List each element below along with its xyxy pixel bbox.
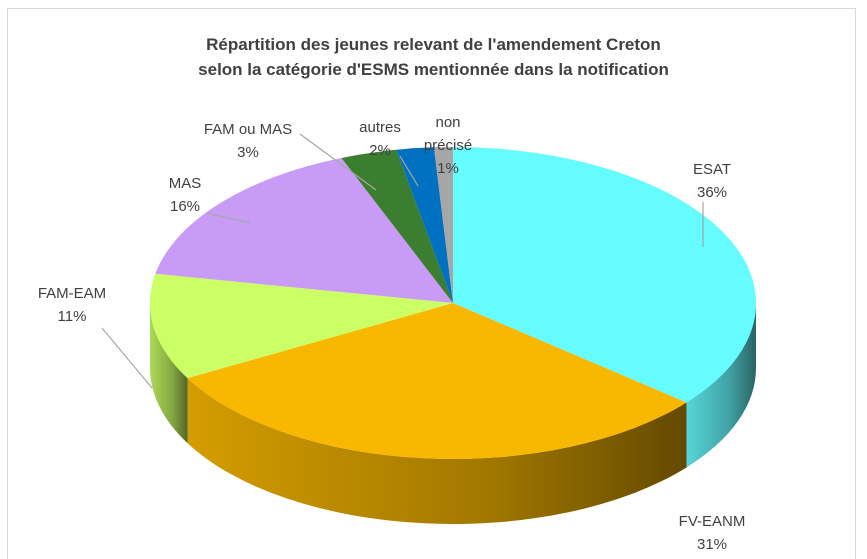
label-value: 16% bbox=[169, 198, 201, 215]
slice-shade bbox=[686, 303, 756, 468]
chart-title: Répartition des jeunes relevant de l'ame… bbox=[206, 35, 661, 54]
data-label: FV-EANM 31% bbox=[667, 510, 757, 556]
leader-line bbox=[206, 212, 251, 224]
label-name: FAM ou MAS bbox=[203, 121, 293, 138]
label-name: ESAT bbox=[692, 161, 732, 178]
chart-border bbox=[7, 8, 856, 559]
slice bbox=[187, 303, 687, 459]
label-name: autres bbox=[359, 119, 401, 136]
data-label: MAS 16% bbox=[150, 172, 220, 218]
label-value: 11% bbox=[57, 308, 87, 325]
label-name: FAM-EAM bbox=[37, 285, 107, 302]
label-value: 36% bbox=[696, 184, 728, 201]
slice bbox=[150, 273, 453, 379]
label-value: 31% bbox=[696, 536, 728, 553]
data-label: ESAT 36% bbox=[672, 158, 752, 204]
slice bbox=[155, 157, 454, 303]
leader-line bbox=[299, 133, 377, 191]
data-label: FAM ou MAS 3% bbox=[188, 118, 308, 164]
data-label: autres 2% bbox=[350, 116, 410, 162]
slice-shade bbox=[150, 303, 188, 444]
label-name: FV-EANM bbox=[678, 513, 746, 530]
chart-title: selon la catégorie d'ESMS mentionnée dan… bbox=[198, 60, 669, 79]
slice bbox=[433, 147, 453, 303]
label-name: non précisé bbox=[423, 114, 473, 154]
leader-line bbox=[101, 327, 153, 389]
label-value: 1% bbox=[437, 160, 459, 177]
slice bbox=[341, 149, 453, 303]
slice bbox=[453, 147, 756, 403]
slice-shade bbox=[187, 378, 687, 525]
label-name: MAS bbox=[168, 175, 202, 192]
leader-line bbox=[399, 155, 419, 187]
data-label: FAM-EAM 11% bbox=[27, 282, 117, 328]
label-value: 3% bbox=[237, 144, 259, 161]
data-label: non précisé 1% bbox=[420, 111, 476, 180]
slice bbox=[396, 147, 453, 303]
label-value: 2% bbox=[369, 142, 391, 159]
